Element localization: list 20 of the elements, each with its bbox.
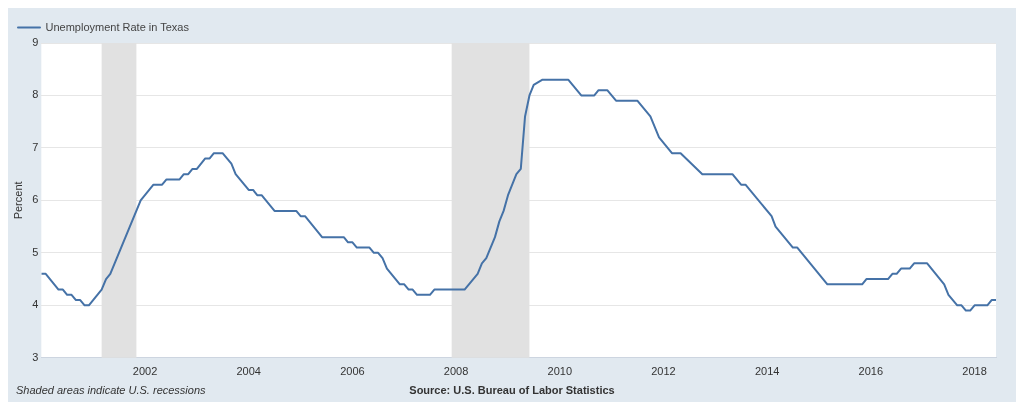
- x-tick-label: 2016: [858, 365, 884, 378]
- source-note: Source: U.S. Bureau of Labor Statistics: [408, 384, 616, 396]
- y-tick-label: 8: [32, 88, 39, 101]
- x-tick-label: 2010: [547, 365, 573, 378]
- x-tick-label: 2002: [132, 365, 158, 378]
- y-tick-label: 4: [32, 298, 39, 311]
- text: Shaded areas indicate U.S. recessions: [16, 384, 207, 396]
- y-tick-label: 6: [32, 193, 39, 206]
- y-tick-label: 9: [32, 36, 39, 49]
- x-tick-label: 2008: [443, 365, 469, 378]
- x-tick-label: 2004: [236, 365, 261, 378]
- x-tick-label: 2018: [962, 365, 987, 378]
- x-tick-label: 2012: [651, 365, 676, 378]
- legend-label: Unemployment Rate in Texas: [45, 20, 190, 33]
- y-axis-title: Percent: [11, 181, 24, 220]
- y-tick-label: 3: [32, 350, 39, 363]
- y-tick-label: 5: [32, 245, 39, 258]
- x-tick-label: 2006: [340, 365, 365, 378]
- y-tick-label: 7: [32, 140, 39, 153]
- x-tick-label: 2014: [754, 365, 780, 378]
